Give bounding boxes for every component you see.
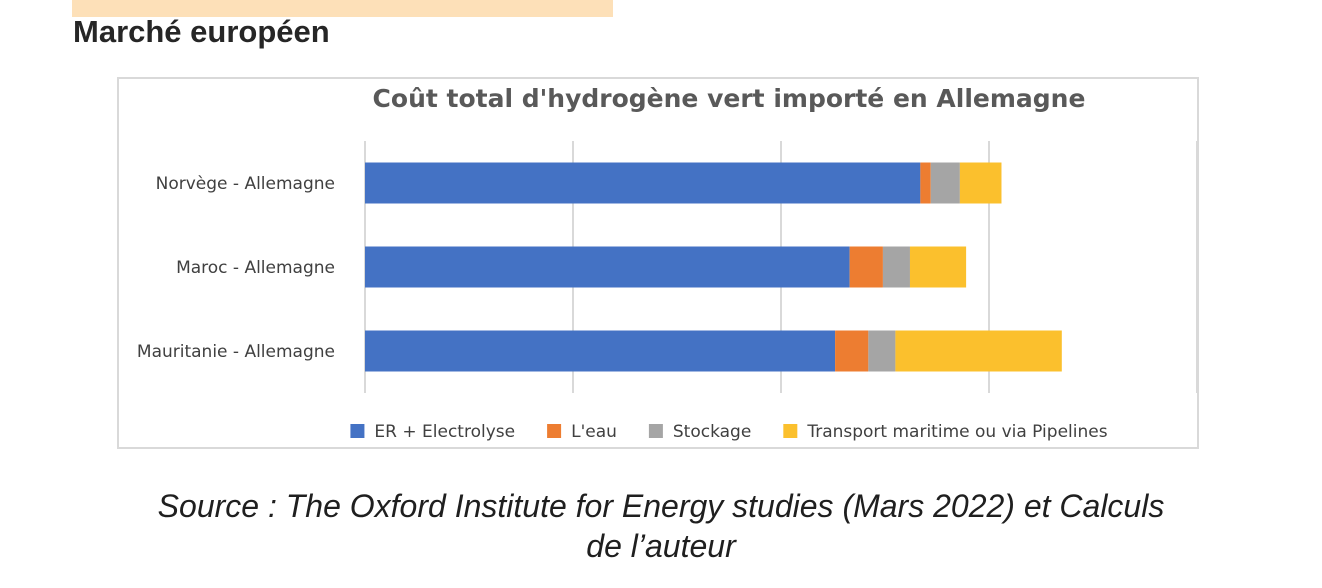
stacked-bar-chart: Coût total d'hydrogène vert importé en A… (137, 84, 1198, 442)
bar-segment (365, 246, 850, 288)
bar-segment (835, 330, 869, 372)
legend-swatch (648, 424, 663, 438)
bar-segment (930, 162, 960, 204)
legend-label: Transport maritime ou via Pipelines (806, 422, 1107, 442)
section-heading: Marché européen (73, 14, 330, 49)
category-label: Mauritanie - Allemagne (137, 342, 335, 362)
bar-segment (909, 246, 967, 288)
chart-title: Coût total d'hydrogène vert importé en A… (373, 84, 1086, 113)
category-label: Norvège - Allemagne (156, 174, 335, 194)
legend-swatch (783, 424, 798, 438)
header-strip (72, 0, 613, 17)
source-line-1: Source : The Oxford Institute for Energy… (157, 488, 1165, 524)
bar-segment (868, 330, 896, 372)
legend-swatch (547, 424, 562, 438)
legend: ER + Electrolyse L'eau Stockage Transport m… (350, 422, 1108, 442)
bar-segment (920, 162, 931, 204)
bar-segment (365, 162, 921, 204)
bars (365, 162, 1062, 372)
legend-label: L'eau (571, 422, 617, 442)
bar-segment (895, 330, 1062, 372)
source-caption: Source : The Oxford Institute for Energy… (0, 486, 1322, 566)
legend-swatch (350, 424, 365, 438)
source-line-2: de l’auteur (586, 528, 736, 564)
category-label: Maroc - Allemagne (176, 258, 335, 278)
bar-segment (959, 162, 1002, 204)
bar-segment (849, 246, 883, 288)
bar-segment (365, 330, 836, 372)
legend-label: ER + Electrolyse (374, 422, 515, 442)
bar-segment (882, 246, 910, 288)
legend-label: Stockage (673, 422, 751, 442)
category-labels: Norvège - Allemagne Maroc - Allemagne Maur… (137, 174, 335, 362)
